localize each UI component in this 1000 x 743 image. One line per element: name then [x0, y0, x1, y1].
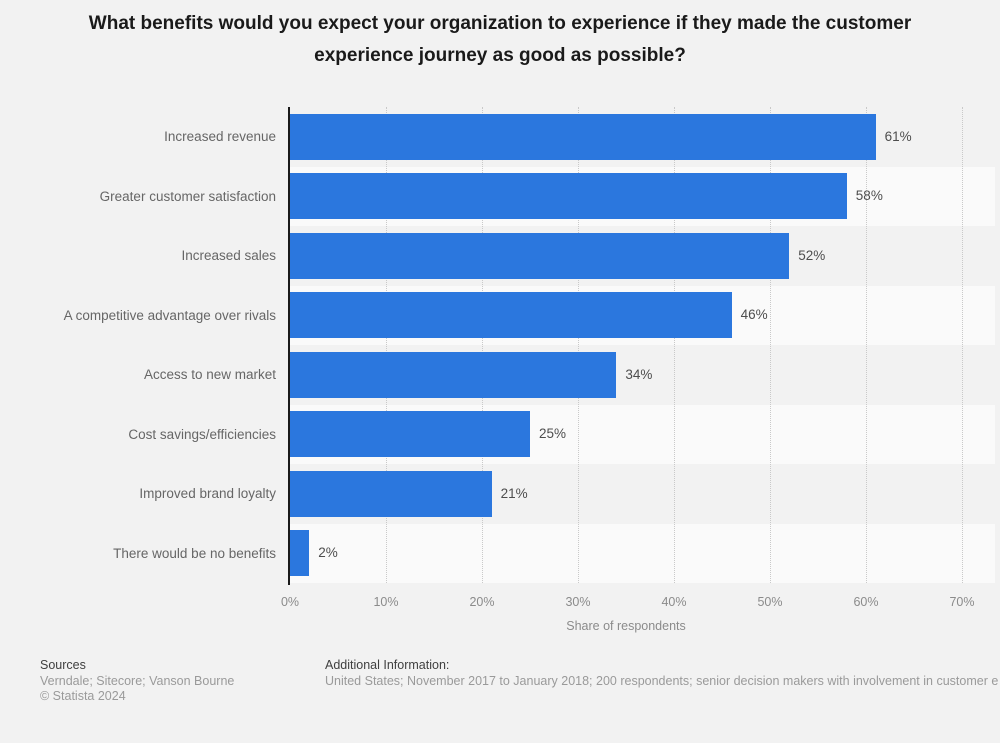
bar: [290, 173, 847, 220]
x-tick-label: 70%: [949, 595, 975, 609]
gridline: [482, 107, 483, 583]
x-tick-label: 30%: [565, 595, 591, 609]
gridline: [962, 107, 963, 583]
plot-area: 61% 58% 52% 46% 34% 25% 21% 2%: [288, 107, 995, 585]
bar: [290, 113, 876, 160]
value-label: 61%: [884, 128, 912, 144]
y-axis-line: [288, 107, 290, 585]
chart-title: What benefits would you expect your orga…: [88, 13, 912, 66]
value-label: 52%: [798, 247, 826, 263]
copyright-text: © Statista 2024: [40, 689, 126, 703]
gridline: [578, 107, 579, 583]
sources-text: Verndale; Sitecore; Vanson Bourne: [40, 673, 235, 688]
x-tick-label: 20%: [469, 595, 495, 609]
gridline: [866, 107, 867, 583]
bar: [290, 351, 617, 398]
gridline: [674, 107, 675, 583]
category-label: Increased sales: [181, 248, 276, 264]
category-label: Greater customer satisfaction: [99, 188, 276, 204]
category-label: Improved brand loyalty: [139, 486, 276, 502]
value-label: 34%: [625, 366, 653, 382]
sources-block: Sources Verndale; Sitecore; Vanson Bourn…: [40, 658, 310, 705]
gridline: [386, 107, 387, 583]
x-axis-ticks: 0% 10% 20% 30% 40% 50% 60% 70%: [281, 595, 975, 611]
value-label: 21%: [500, 485, 528, 501]
category-label: Cost savings/efficiencies: [128, 426, 276, 442]
value-label: 25%: [539, 426, 567, 442]
x-tick-label: 40%: [661, 595, 687, 609]
additional-info-label: Additional Information:: [325, 658, 450, 672]
x-tick-label: 60%: [853, 595, 879, 609]
category-labels: Increased revenue Greater customer satisf…: [0, 107, 276, 583]
bar: [290, 232, 790, 279]
sources-label: Sources: [40, 658, 86, 672]
category-label: There would be no benefits: [113, 545, 276, 561]
x-tick-label: 10%: [373, 595, 399, 609]
value-label: 2%: [318, 545, 338, 561]
value-label: 46%: [740, 307, 768, 323]
bar: [290, 470, 492, 517]
bar: [290, 411, 530, 458]
bar: [290, 530, 310, 577]
category-label: Increased revenue: [164, 129, 276, 145]
gridline: [770, 107, 771, 583]
value-label: 58%: [855, 188, 883, 204]
additional-info-block: Additional Information: United States; N…: [325, 658, 1000, 689]
x-tick-label: 50%: [757, 595, 783, 609]
x-tick-label: 0%: [280, 595, 300, 609]
category-label: A competitive advantage over rivals: [63, 307, 276, 323]
category-label: Access to new market: [143, 367, 276, 383]
bar: [290, 292, 732, 339]
x-axis-label: Share of respondents: [566, 619, 686, 633]
row-stripe: [290, 523, 995, 583]
additional-info-text: United States; November 2017 to January …: [325, 673, 999, 688]
